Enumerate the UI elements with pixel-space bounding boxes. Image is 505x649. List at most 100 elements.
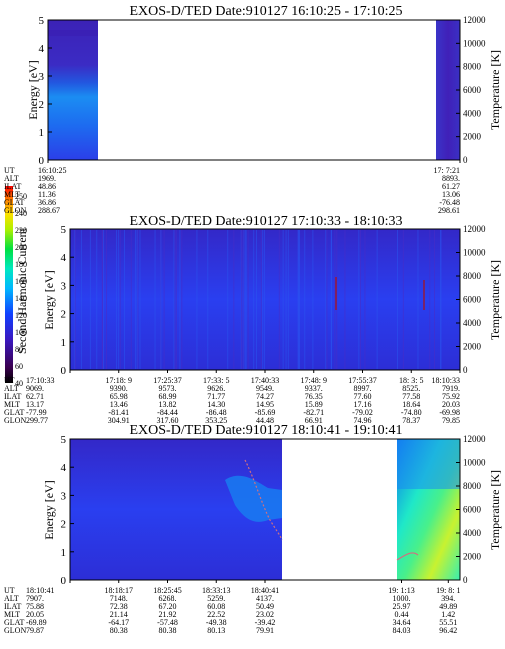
ephemeris-row-label: MLT <box>4 400 20 409</box>
ytick-label: 5 <box>61 224 67 236</box>
ytick-label: 3 <box>39 71 45 83</box>
ephemeris-value: 9626. <box>207 384 225 393</box>
ephemeris-value: 353.25 <box>205 416 227 425</box>
ephemeris-value: 21.14 <box>110 610 128 619</box>
ephemeris-value: 65.98 <box>110 392 128 401</box>
ephemeris-value: -77.99 <box>26 408 47 417</box>
colorbar-ticks: 40 60 80 100 120 140 160 180 200 220 240 250 <box>15 192 27 388</box>
ytick-label: 1 <box>39 127 45 139</box>
ephemeris-row-label: ALT <box>4 384 19 393</box>
ephemeris-row-label: MLT <box>4 610 20 619</box>
ytick-label: 3 <box>61 490 67 502</box>
ephemeris-value: 299.77 <box>26 416 48 425</box>
ephemeris-value: 17:18: 9 <box>106 376 132 385</box>
y2tick-label: 2000 <box>463 132 482 142</box>
panel-1-title: EXOS-D/TED Date:910127 16:10:25 - 17:10:… <box>130 4 403 19</box>
ephemeris-row-label: GLAT <box>4 618 25 627</box>
y2tick-label: 8000 <box>463 271 482 281</box>
ephemeris-row-label: UT <box>4 586 15 595</box>
ephemeris-value: 19: 1:13 <box>388 586 414 595</box>
ephemeris-value: 17:33: 5 <box>203 376 229 385</box>
ephemeris-value: -39.42 <box>255 618 276 627</box>
colorbar-tick-label: 220 <box>15 226 27 235</box>
ephemeris-value: 317.60 <box>157 416 179 425</box>
ephemeris-row-label: GLON <box>4 626 26 635</box>
colorbar-tick-label: 140 <box>15 294 27 303</box>
ytick-label: 2 <box>61 309 67 321</box>
panel-2-ylabel: Energy [eV] <box>42 270 56 329</box>
ephemeris-value: 16:10:25 <box>38 166 66 175</box>
ytick-label: 0 <box>39 155 45 167</box>
y2tick-label: 0 <box>463 365 468 375</box>
ephemeris-value: 13.82 <box>159 400 177 409</box>
ytick-label: 3 <box>61 280 67 292</box>
panel-3-temp-trace <box>244 459 283 541</box>
ephemeris-value: 71.77 <box>207 392 225 401</box>
ephemeris-value: 9549. <box>256 384 274 393</box>
ephemeris-value: 61.27 <box>442 182 460 191</box>
ephemeris-value: 298.61 <box>438 206 460 215</box>
ephemeris-value: 17:10:33 <box>26 376 54 385</box>
ephemeris-value: 55.51 <box>439 618 457 627</box>
y2tick-label: 8000 <box>463 481 482 491</box>
y2tick-label: 10000 <box>463 458 486 468</box>
ephemeris-value: 66.91 <box>305 416 323 425</box>
ephemeris-value: 6268. <box>159 594 177 603</box>
ephemeris-value: 74.96 <box>354 416 372 425</box>
y2tick-label: 6000 <box>463 85 482 95</box>
colorbar-tick-label: 100 <box>15 328 27 337</box>
panel-3-ylabel: Energy [eV] <box>42 480 56 539</box>
ephemeris-value: -76.48 <box>439 198 460 207</box>
ephemeris-value: 18:10:33 <box>432 376 460 385</box>
ephemeris-value: -81.41 <box>108 408 129 417</box>
panel-3-ylabel2: Temperature [K] <box>488 470 502 550</box>
panel-1-ylabel: Energy [eV] <box>26 60 40 119</box>
ephemeris-value: 84.03 <box>393 626 411 635</box>
ephemeris-value: 4137. <box>256 594 274 603</box>
ephemeris-value: -64.17 <box>108 618 129 627</box>
ephemeris-row-label: GLON <box>4 416 26 425</box>
panel-1-ylabel2: Temperature [K] <box>488 50 502 130</box>
colorbar-tick-label: 160 <box>15 277 27 286</box>
panel-1-y2ticks: 0 2000 4000 6000 8000 10000 12000 <box>456 15 486 165</box>
ephemeris-value: 62.71 <box>26 392 44 401</box>
ephemeris-value: 78.37 <box>402 416 420 425</box>
panel-1-yticks: 0 1 2 3 4 5 <box>39 15 52 167</box>
ytick-label: 4 <box>61 252 67 264</box>
ephemeris-value: 18:18:17 <box>105 586 133 595</box>
colorbar <box>5 186 13 383</box>
ephemeris-value: 79.91 <box>256 626 274 635</box>
colorbar-tick-label: 250 <box>15 192 27 201</box>
ephemeris-value: 11.36 <box>38 190 56 199</box>
ytick-label: 5 <box>39 15 45 27</box>
ytick-label: 5 <box>61 434 67 446</box>
ephemeris-value: -69.89 <box>26 618 47 627</box>
ytick-label: 1 <box>61 547 67 559</box>
ephemeris-value: -69.98 <box>439 408 460 417</box>
ephemeris-value: 13.17 <box>26 400 44 409</box>
y2tick-label: 4000 <box>463 528 482 538</box>
ephemeris-value: 18:10:41 <box>26 586 54 595</box>
ephemeris-value: 1000. <box>393 594 411 603</box>
ephemeris-value: 96.42 <box>439 626 457 635</box>
ephemeris-value: 9573. <box>159 384 177 393</box>
ephemeris-row-label: UT <box>4 376 15 385</box>
ephemeris-value: 394. <box>441 594 455 603</box>
ephemeris-value: 1969. <box>38 174 56 183</box>
y2tick-label: 0 <box>463 575 468 585</box>
colorbar-tick-label: 40 <box>15 379 23 388</box>
ephemeris-value: -85.69 <box>255 408 276 417</box>
ephemeris-row-label: GLAT <box>4 408 25 417</box>
panel-2-yticks: 0 1 2 3 4 5 <box>61 224 74 377</box>
ephemeris-value: 80.13 <box>207 626 225 635</box>
ephemeris-value: 74.27 <box>256 392 274 401</box>
ephemeris-value: 77.58 <box>402 392 420 401</box>
ephemeris-value: 17.16 <box>354 400 372 409</box>
panel-2-ephemeris: UTALTILATMLTGLATGLON17:10:339069.62.7113… <box>4 370 461 425</box>
y2tick-label: 8000 <box>463 62 482 72</box>
ephemeris-value: 13.46 <box>110 400 128 409</box>
ephemeris-value: 9069. <box>26 384 44 393</box>
panel-3-y2ticks: 0 2000 4000 6000 8000 10000 12000 <box>456 434 486 585</box>
ephemeris-value: 17:55:37 <box>348 376 376 385</box>
